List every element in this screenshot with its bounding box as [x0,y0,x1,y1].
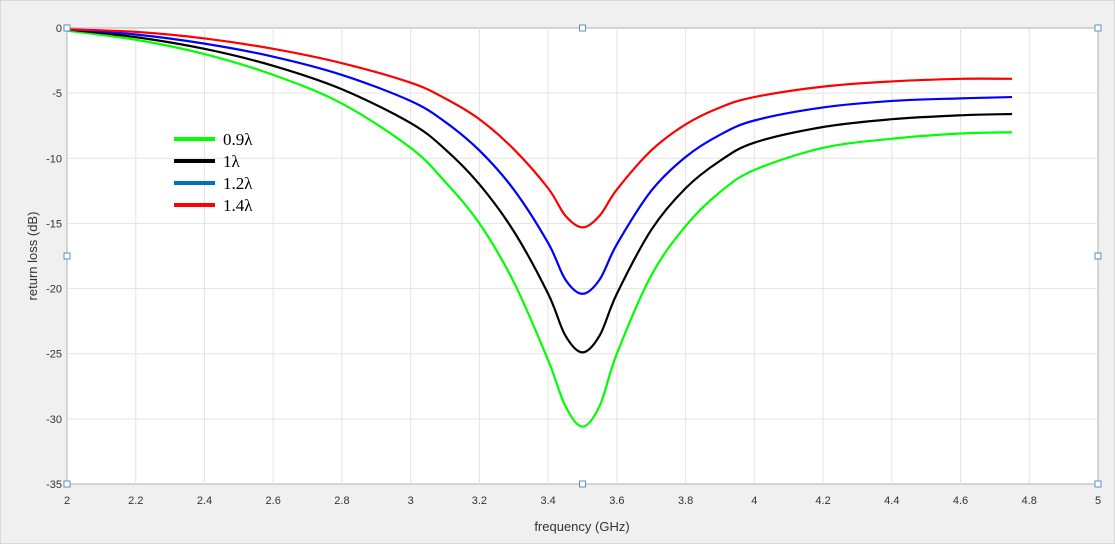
selection-handle[interactable] [63,24,71,32]
y-tick-label: -35 [46,479,62,491]
selection-handle[interactable] [1094,480,1102,488]
selection-handle[interactable] [579,480,586,488]
x-tick-label: 3 [408,495,414,507]
selection-handle[interactable] [63,480,71,488]
series-line [66,29,1013,428]
series-line [66,28,1013,295]
x-axis-label: frequency (GHz) [534,519,629,534]
x-tick-label: 4.8 [1022,495,1037,507]
y-axis-label: return loss (dB) [25,212,40,301]
x-tick-label: 3.4 [540,495,555,507]
x-tick-label: 2.6 [266,495,281,507]
x-tick-label: 4.6 [953,495,968,507]
plot-area [66,27,1099,485]
x-tick-label: 4.4 [884,495,899,507]
y-tick-label: -5 [52,88,62,100]
y-tick-label: -10 [46,153,62,165]
selection-handle[interactable] [1094,24,1102,32]
y-tick-label: -15 [46,218,62,230]
y-tick-label: -30 [46,414,62,426]
legend-label: 1λ [223,152,241,171]
series-line [66,28,1013,354]
series-line [66,28,1013,229]
legend: 0.9λ 1λ 1.2λ 1.4λ [174,130,253,215]
selection-handles [63,24,1102,488]
x-tick-label: 2.8 [334,495,349,507]
x-tick-label: 5 [1095,495,1101,507]
legend-label: 0.9λ [223,130,253,149]
x-tick-label: 2.4 [197,495,212,507]
y-tick-label: -25 [46,349,62,361]
selection-handle[interactable] [1094,252,1102,260]
x-tick-label: 3.8 [678,495,693,507]
x-tick-label: 2 [64,495,70,507]
grid [67,28,1098,484]
x-tick-label: 3.2 [472,495,487,507]
x-tick-label: 4.2 [815,495,830,507]
y-tick-label: 0 [56,23,62,35]
x-tick-label: 4 [751,495,757,507]
y-tick-label: -20 [46,284,62,296]
legend-label: 1.4λ [223,196,253,215]
tick-labels: 2 2.2 2.4 2.6 2.8 3 3.2 3.4 3.6 3.8 4 4.2 4.4 4.6 4.8 5… [46,23,1101,507]
x-tick-label: 2.2 [128,495,143,507]
series-group [66,28,1013,428]
legend-label: 1.2λ [223,174,253,193]
x-tick-label: 3.6 [609,495,624,507]
selection-handle[interactable] [63,252,71,260]
selection-handle[interactable] [579,24,586,32]
